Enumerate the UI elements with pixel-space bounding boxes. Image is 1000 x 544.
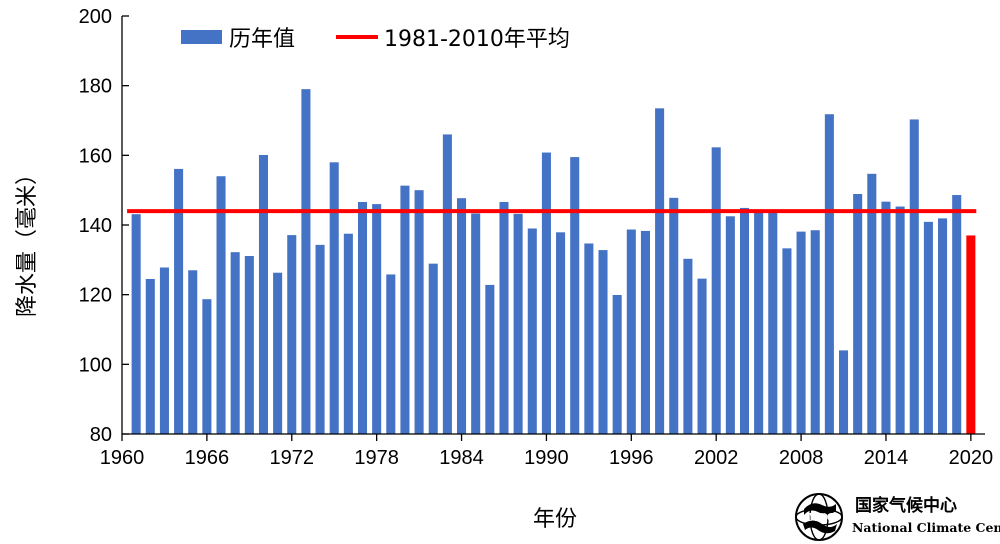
bar-1991: [556, 232, 566, 434]
bar-1979: [386, 274, 396, 434]
bar-1961: [131, 214, 141, 434]
bar-1971: [273, 272, 283, 434]
bar-1996: [626, 229, 636, 434]
bar-2014: [881, 201, 891, 434]
bar-1966: [202, 299, 212, 434]
x-tick-label-1966: 1966: [185, 447, 230, 469]
bar-1967: [216, 176, 226, 435]
x-tick-label-2008: 2008: [779, 447, 824, 469]
bar-2019: [952, 195, 962, 434]
bar-1988: [513, 213, 523, 434]
bar-2017: [923, 221, 933, 434]
bar-1995: [612, 295, 622, 434]
y-axis-title: 降水量（毫米）: [15, 163, 40, 317]
legend-swatch-bar: [181, 30, 222, 44]
bar-1978: [372, 204, 382, 434]
bar-1977: [357, 202, 368, 434]
bar-2002: [711, 147, 721, 434]
x-tick-label-1960: 1960: [100, 447, 145, 469]
bar-1962: [145, 278, 155, 434]
bar-1963: [159, 267, 169, 434]
x-tick-label-1984: 1984: [439, 447, 484, 469]
bar-1989: [527, 228, 537, 434]
bar-1984: [457, 198, 467, 434]
bar-1980: [400, 185, 410, 434]
bar-2006: [768, 212, 778, 434]
bar-2013: [867, 173, 877, 435]
y-tick-label-140: 140: [79, 215, 112, 237]
bar-1981: [414, 190, 424, 434]
logo-name-en: National Climate Center: [852, 520, 1000, 535]
x-tick-label-1978: 1978: [354, 447, 399, 469]
ncc-logo: NCC 国家气候中心 National Climate Center: [795, 493, 1000, 541]
bar-2008: [796, 231, 806, 434]
bar-2004: [739, 207, 750, 434]
bar-2007: [782, 248, 792, 434]
bar-1999: [669, 197, 679, 434]
legend-label-line: 1981-2010年平均: [384, 27, 570, 52]
bar-1974: [315, 244, 325, 434]
bar-1964: [174, 168, 184, 435]
bar-2018: [938, 218, 948, 434]
x-tick-label-1990: 1990: [524, 447, 569, 469]
bar-1965: [188, 270, 198, 434]
bar-2010: [824, 114, 834, 434]
logo-name-cn: 国家气候中心: [855, 495, 957, 516]
bar-2003: [725, 216, 735, 434]
bar-2005: [754, 211, 764, 434]
svg-text:NCC: NCC: [808, 511, 836, 524]
bar-1994: [598, 250, 608, 434]
x-tick-label-1972: 1972: [270, 447, 315, 469]
x-tick-label-2002: 2002: [694, 447, 739, 469]
y-tick-label-160: 160: [79, 145, 112, 167]
bar-1997: [640, 230, 650, 434]
bar-1982: [428, 263, 438, 434]
y-tick-labels: 80 100 120 140 160 180 200: [79, 6, 112, 446]
legend: 历年值 1981-2010年平均: [181, 27, 570, 52]
x-tick-label-2014: 2014: [864, 447, 909, 469]
legend-label-bar: 历年值: [229, 27, 295, 52]
bar-1986: [485, 284, 495, 434]
bar-1976: [343, 233, 353, 434]
bar-1972: [287, 235, 297, 434]
bar-2011: [839, 350, 849, 434]
bar-1968: [230, 252, 240, 434]
x-tick-labels: 1960 1966 1972 1978 1984 1990 1996 2002 2008 2014…: [100, 447, 993, 469]
y-tick-label-120: 120: [79, 285, 112, 307]
bar-1987: [499, 202, 509, 434]
ncc-globe-logo-icon: NCC: [795, 493, 843, 541]
bar-1985: [471, 213, 481, 434]
axes-group: [121, 15, 985, 441]
bar-1969: [244, 256, 254, 434]
bar-1993: [584, 243, 594, 434]
bar-2020-highlight: [966, 235, 976, 434]
x-tick-label-2020: 2020: [949, 447, 994, 469]
bar-2009: [810, 230, 820, 434]
y-tick-label-100: 100: [79, 354, 112, 376]
x-tick-label-1996: 1996: [609, 447, 654, 469]
y-tick-label-180: 180: [79, 76, 112, 98]
bar-1975: [329, 162, 339, 435]
bars-group: [131, 89, 962, 435]
x-axis-title: 年份: [533, 507, 577, 532]
bar-1992: [570, 157, 580, 434]
bar-2000: [683, 258, 693, 434]
bar-2015: [895, 206, 905, 434]
bar-1990: [541, 152, 551, 435]
bar-1998: [655, 108, 665, 434]
bar-1983: [442, 134, 452, 434]
bar-1973: [301, 89, 311, 435]
highlight-group: [966, 235, 976, 434]
bar-2016: [909, 119, 919, 434]
bar-2012: [853, 194, 863, 434]
bar-1970: [258, 154, 268, 435]
y-tick-label-200: 200: [79, 6, 112, 28]
y-tick-label-80: 80: [90, 424, 112, 446]
bar-2001: [697, 278, 707, 434]
